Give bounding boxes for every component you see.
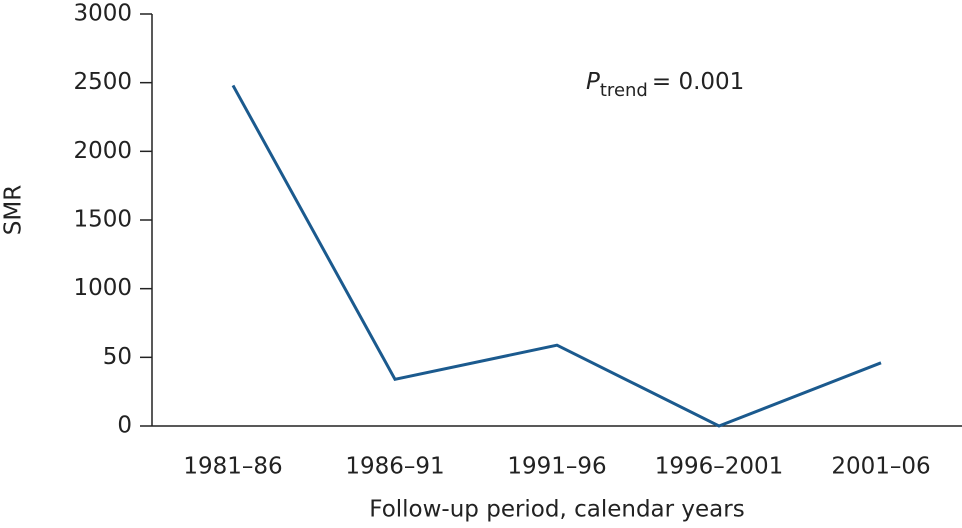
y-tick-label: 0 (117, 413, 132, 439)
annotation-symbol: P (586, 69, 600, 95)
y-tick-label: 1000 (73, 275, 132, 301)
y-axis-label: SMR (1, 185, 27, 235)
x-tick-label: 1991–96 (507, 454, 606, 480)
y-tick-label: 1500 (73, 207, 132, 233)
data-line (231, 84, 882, 428)
y-tick-label: 50 (103, 344, 132, 370)
annotation-text: = 0.001 (652, 69, 744, 95)
annotation: Ptrend = 0.001 (586, 69, 744, 102)
annotation-subscript: trend (600, 80, 648, 101)
y-tick-label: 2500 (73, 69, 132, 95)
y-tick-label: 2000 (73, 138, 132, 164)
x-axis-label: Follow-up period, calendar years (369, 497, 744, 523)
x-tick-label: 1996–2001 (655, 454, 784, 480)
x-tick-label: 1986–91 (345, 454, 444, 480)
x-tick-label: 2001–06 (831, 454, 930, 480)
y-tick-label: 3000 (73, 1, 132, 27)
x-tick-label: 1981–86 (183, 454, 282, 480)
